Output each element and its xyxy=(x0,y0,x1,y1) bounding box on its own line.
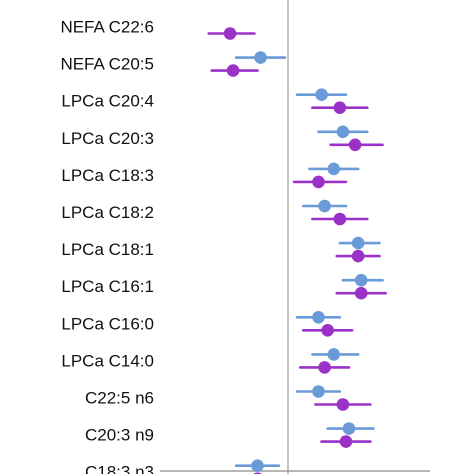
estimate-point xyxy=(223,27,237,40)
estimate-point xyxy=(336,398,350,411)
estimate-point xyxy=(348,138,362,152)
estimate-point xyxy=(336,125,350,139)
row-label: LPCa C18:3 xyxy=(61,166,154,185)
estimate-point xyxy=(327,162,341,176)
estimate-marks xyxy=(207,27,387,474)
row-label: C22:5 n6 xyxy=(85,389,154,408)
estimate-point xyxy=(339,435,353,448)
estimate-point xyxy=(251,459,264,473)
row-label: C18:3 n3 xyxy=(85,463,154,474)
estimate-point xyxy=(354,273,368,287)
estimate-point xyxy=(351,236,365,250)
row-label: LPCa C20:3 xyxy=(61,129,154,148)
estimate-point xyxy=(333,101,347,114)
estimate-point xyxy=(318,361,331,374)
row-labels: NEFA C22:6 NEFA C20:5 LPCa C20:4 LPCa C20:3… xyxy=(60,18,154,474)
row-label: LPCa C16:0 xyxy=(61,314,154,333)
estimate-point xyxy=(342,422,356,435)
estimate-point xyxy=(312,175,325,189)
estimate-point xyxy=(318,199,331,213)
estimate-point xyxy=(327,348,341,361)
estimate-point xyxy=(354,286,368,300)
row-label: LPCa C18:2 xyxy=(61,203,154,222)
row-label: LPCa C20:4 xyxy=(61,92,154,111)
estimate-point xyxy=(312,385,325,398)
estimate-point xyxy=(312,311,325,324)
row-label: LPCa C14:0 xyxy=(61,351,154,370)
estimate-point xyxy=(333,212,347,226)
estimate-point xyxy=(315,88,328,101)
row-label: C20:3 n9 xyxy=(85,426,154,445)
row-label: LPCa C18:1 xyxy=(61,240,154,259)
estimate-point xyxy=(321,324,334,337)
row-label: NEFA C22:6 xyxy=(60,18,154,37)
row-label: NEFA C20:5 xyxy=(60,55,154,74)
estimate-point xyxy=(351,249,365,263)
row-label: LPCa C16:1 xyxy=(61,277,154,296)
estimate-point xyxy=(254,51,267,64)
estimate-point xyxy=(226,64,240,77)
